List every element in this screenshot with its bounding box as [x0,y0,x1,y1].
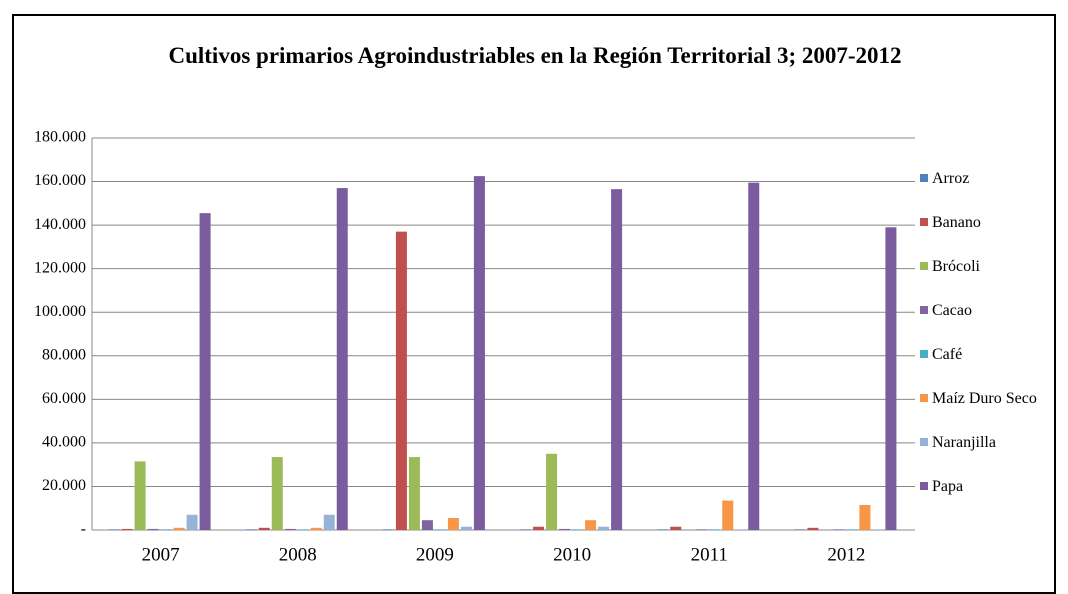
bar [408,457,420,530]
legend-swatch [920,262,928,270]
legend-label: Café [932,346,963,363]
y-tick-label: 160.000 [34,172,86,189]
bar [872,529,884,530]
x-tick-label: 2009 [416,544,454,565]
y-tick-label: 20.000 [42,477,86,494]
bar [559,528,571,530]
legend-item: Arroz [920,170,1040,214]
legend-item: Papa [920,478,1040,522]
y-tick-label: 40.000 [42,434,86,451]
legend: Arroz Banano Brócoli Cacao Café Maíz Duro Sec… [920,170,1040,522]
bar [598,526,610,530]
legend-label: Papa [932,478,964,495]
bar [323,514,335,530]
bar [585,520,597,530]
bar [134,461,146,530]
legend-item: Banano [920,214,1040,258]
bar [284,528,296,530]
bar [885,227,897,531]
bar [447,518,459,530]
bar [186,514,198,530]
bar [611,189,623,530]
bar [670,526,682,530]
bar [121,528,133,530]
bar [859,504,871,530]
y-tick-label: 80.000 [42,346,86,363]
bar [199,213,211,530]
bar [572,529,584,530]
bar [336,188,348,531]
bar [533,526,545,530]
bar [297,529,309,530]
chart-title: Cultivos primarios Agroindustriables en … [168,43,902,68]
bar [382,529,394,530]
bar [833,529,845,530]
x-tick-label: 2010 [553,544,591,565]
y-tick-label: 140.000 [34,216,86,233]
legend-item: Naranjilla [920,434,1040,478]
legend-swatch [920,482,928,490]
bar [546,453,558,530]
bar [657,529,669,530]
y-tick-label: - [81,521,86,538]
bar [147,528,159,530]
y-tick-label: 100.000 [34,303,86,320]
legend-item: Brócoli [920,258,1040,302]
bar [520,529,532,530]
bar [722,500,734,530]
bar [395,231,407,530]
legend-label: Maíz Duro Seco [932,390,1037,407]
y-tick-label: 180.000 [34,129,86,146]
legend-label: Naranjilla [932,434,996,451]
bar [460,526,472,530]
bar [709,529,721,530]
bar [310,527,322,530]
legend-item: Cacao [920,302,1040,346]
y-tick-label: 120.000 [34,259,86,276]
legend-label: Cacao [932,302,972,319]
legend-swatch [920,350,928,358]
legend-item: Maíz Duro Seco [920,390,1040,434]
y-tick-label: 60.000 [42,390,86,407]
bar [735,529,747,530]
bar [245,529,257,530]
bar [473,176,485,530]
legend-swatch [920,174,928,182]
legend-swatch [920,438,928,446]
legend-item: Café [920,346,1040,390]
legend-swatch [920,394,928,402]
bar [807,527,819,530]
x-tick-label: 2008 [279,544,317,565]
x-tick-label: 2011 [691,544,728,565]
legend-swatch [920,306,928,314]
bar [846,529,858,530]
bar [794,529,806,530]
legend-label: Brócoli [932,258,980,275]
bar [748,182,760,530]
bar [696,529,708,530]
legend-label: Banano [932,214,981,231]
legend-swatch [920,218,928,226]
bar [173,527,185,530]
x-tick-label: 2012 [827,544,865,565]
bar [160,529,172,530]
bar [421,520,433,530]
bar [108,529,120,530]
x-tick-label: 2007 [142,544,180,565]
legend-label: Arroz [932,170,970,187]
bar [271,457,283,530]
bar [434,529,446,530]
bar [258,527,270,530]
